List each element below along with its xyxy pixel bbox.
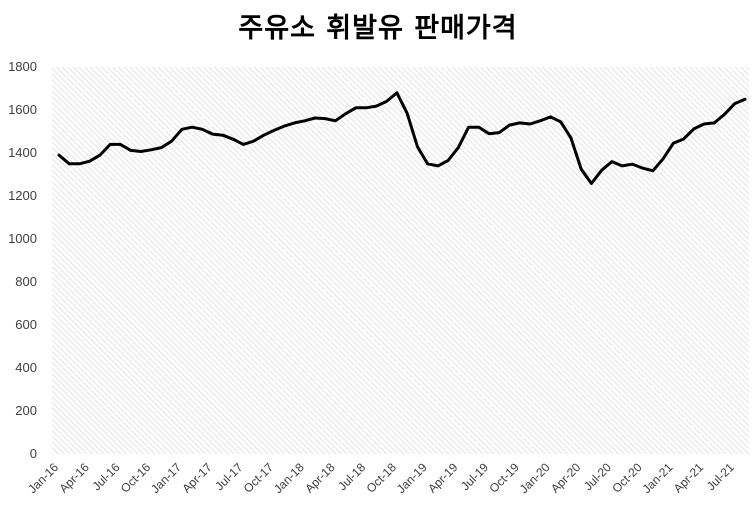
x-tick-label: Apr-16 xyxy=(56,460,92,496)
y-tick-label: 1200 xyxy=(8,188,37,203)
x-tick-label: Jul-19 xyxy=(458,460,491,493)
x-tick-label: Jan-18 xyxy=(271,460,307,496)
y-axis: 0 200 400 600 800 1000 1200 1400 1600 1800 xyxy=(8,59,37,461)
y-tick-label: 1600 xyxy=(8,102,37,117)
y-tick-label: 1000 xyxy=(8,231,37,246)
x-axis: Jan-16Apr-16Jul-16Oct-16Jan-17Apr-17Jul-… xyxy=(25,460,737,496)
x-tick-label: Jul-18 xyxy=(335,460,368,493)
x-tick-label: Apr-18 xyxy=(302,460,338,496)
x-tick-label: Jan-20 xyxy=(517,460,553,496)
x-tick-label: Jul-17 xyxy=(212,460,245,493)
plot-area xyxy=(52,67,749,454)
y-tick-label: 0 xyxy=(30,446,37,461)
x-tick-label: Apr-21 xyxy=(671,460,707,496)
x-tick-label: Oct-19 xyxy=(487,460,523,496)
x-tick-label: Oct-16 xyxy=(118,460,154,496)
y-tick-label: 800 xyxy=(15,274,37,289)
series-line xyxy=(57,91,747,185)
y-tick-label: 1400 xyxy=(8,145,37,160)
x-tick-label: Apr-19 xyxy=(425,460,461,496)
x-tick-label: Oct-18 xyxy=(364,460,400,496)
x-tick-label: Apr-20 xyxy=(548,460,584,496)
y-tick-label: 1800 xyxy=(8,59,37,74)
x-tick-label: Oct-17 xyxy=(241,460,277,496)
x-tick-label: Jul-20 xyxy=(581,460,614,493)
y-tick-label: 200 xyxy=(15,403,37,418)
x-tick-label: Apr-17 xyxy=(179,460,215,496)
x-tick-label: Oct-20 xyxy=(609,460,645,496)
x-tick-label: Jul-21 xyxy=(704,460,737,493)
x-tick-label: Jan-16 xyxy=(25,460,61,496)
x-tick-label: Jan-21 xyxy=(640,460,676,496)
chart-title: 주유소 휘발유 판매가격 xyxy=(238,13,518,44)
x-tick-label: Jul-16 xyxy=(90,460,123,493)
y-tick-label: 600 xyxy=(15,317,37,332)
y-tick-label: 400 xyxy=(15,360,37,375)
x-tick-label: Jan-19 xyxy=(394,460,430,496)
x-tick-label: Jan-17 xyxy=(148,460,184,496)
